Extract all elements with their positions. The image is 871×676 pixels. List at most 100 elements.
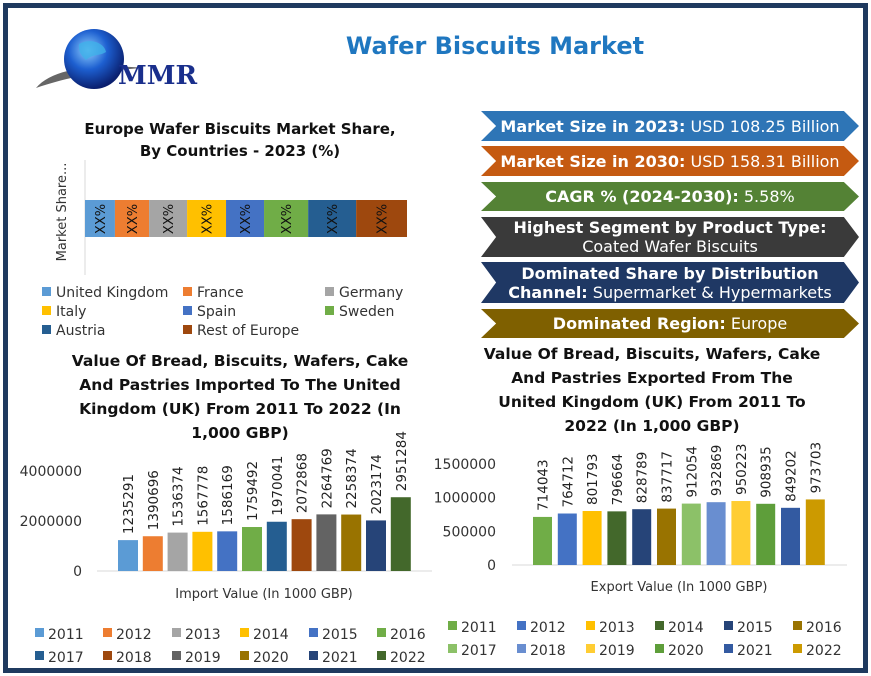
- legend-swatch: [325, 306, 334, 315]
- data-label: XX%: [376, 204, 391, 234]
- bar: [657, 508, 676, 565]
- x-axis-label: Export Value (In 1000 GBP): [591, 580, 768, 595]
- legend-swatch: [517, 644, 526, 653]
- legend-swatch: [35, 628, 44, 637]
- bar: [217, 531, 238, 571]
- data-label: 1586169: [220, 465, 236, 525]
- bar: [142, 536, 163, 571]
- legend-label: 2019: [185, 650, 221, 666]
- data-label: 908935: [759, 446, 775, 498]
- bar: [291, 519, 312, 571]
- legend-swatch: [240, 651, 249, 660]
- data-label: 1567778: [195, 466, 211, 526]
- banner-label: Highest Segment by Product Type:: [513, 218, 827, 237]
- banner-label: CAGR % (2024-2030):: [545, 187, 739, 206]
- data-label: XX%: [201, 204, 216, 234]
- bar: [316, 514, 337, 571]
- bar-segment: [149, 200, 188, 237]
- mmr-logo: MMR: [36, 29, 198, 91]
- bar: [731, 501, 751, 565]
- banner-value: Coated Wafer Biscuits: [582, 237, 758, 256]
- bar: [167, 532, 188, 571]
- chart-title: United Kingdom (UK) From 2011 To: [498, 393, 805, 411]
- legend-swatch: [517, 621, 526, 630]
- legend-swatch: [183, 306, 192, 315]
- legend-label: 2011: [461, 620, 497, 636]
- legend-swatch: [377, 651, 386, 660]
- data-label: 801793: [585, 453, 601, 505]
- legend-swatch: [655, 644, 664, 653]
- legend-label: 2022: [806, 643, 842, 659]
- bar: [681, 503, 701, 565]
- banner-label: Market Size in 2023:: [500, 116, 686, 136]
- data-label: 796664: [610, 454, 626, 506]
- bar-segment: [114, 200, 150, 237]
- legend-label: 2020: [253, 650, 289, 666]
- legend-label: 2016: [806, 620, 842, 636]
- banner-label: Dominated Share by Distribution: [521, 263, 819, 283]
- legend-label: Italy: [56, 304, 86, 320]
- data-label: 2258374: [344, 448, 360, 508]
- legend-label: 2019: [599, 643, 635, 659]
- y-tick-label: 2000000: [20, 514, 82, 530]
- data-label: 1759492: [245, 461, 261, 521]
- legend-label: Spain: [197, 304, 236, 320]
- bar: [706, 502, 726, 565]
- chart-title: Kingdom (UK) From 2011 To 2022 (In: [79, 400, 401, 418]
- bar-segment: [308, 200, 357, 237]
- bar: [781, 507, 800, 565]
- legend-label: 2012: [116, 627, 152, 643]
- bar-segment: [356, 200, 407, 237]
- data-label: 1970041: [270, 456, 286, 516]
- banner-label: Dominated Region:: [552, 314, 726, 333]
- legend-label: 2014: [668, 620, 704, 636]
- data-label: 828789: [635, 452, 651, 504]
- legend-swatch: [793, 644, 802, 653]
- legend-label: 2013: [185, 627, 221, 643]
- infographic-frame: [3, 3, 868, 673]
- legend-label: 2018: [116, 650, 152, 666]
- svg-text:MMR: MMR: [118, 61, 198, 91]
- data-label: 1390696: [146, 470, 162, 530]
- legend-swatch: [793, 621, 802, 630]
- bar: [533, 516, 552, 565]
- legend-label: 2015: [737, 620, 773, 636]
- legend-swatch: [183, 325, 192, 334]
- data-label: 849202: [784, 450, 800, 502]
- stat-banner: CAGR % (2024-2030): 5.58%: [481, 182, 859, 211]
- data-label: 1536374: [171, 466, 187, 526]
- y-tick-label: 4000000: [20, 464, 82, 480]
- legend-label: 2016: [390, 627, 426, 643]
- x-axis-label: Import Value (In 1000 GBP): [175, 587, 353, 602]
- legend-swatch: [172, 651, 181, 660]
- legend-swatch: [448, 621, 457, 630]
- stat-banner: Market Size in 2030: USD 158.31 Billion: [481, 146, 859, 176]
- chart-title: By Countries - 2023 (%): [140, 142, 340, 160]
- data-label: 2023174: [369, 454, 385, 514]
- legend-swatch: [448, 644, 457, 653]
- stat-banner: Dominated Region: Europe: [481, 309, 859, 338]
- bar-segment: [85, 200, 115, 237]
- banner-value: USD 108.25 Billion: [690, 116, 840, 136]
- chart-title: 2022 (In 1,000 GBP): [564, 417, 739, 435]
- legend-swatch: [172, 628, 181, 637]
- legend-swatch: [309, 651, 318, 660]
- data-label: XX%: [94, 204, 109, 234]
- y-tick-label: 0: [73, 564, 82, 580]
- bar: [366, 520, 386, 571]
- data-label: XX%: [239, 204, 254, 234]
- legend-swatch: [586, 644, 595, 653]
- legend-swatch: [724, 644, 733, 653]
- bar: [192, 531, 213, 571]
- data-label: 2951284: [394, 431, 410, 491]
- chart-title: And Pastries Imported To The United: [79, 376, 400, 394]
- legend-swatch: [377, 628, 386, 637]
- bar: [266, 521, 287, 571]
- legend-label: 2021: [322, 650, 358, 666]
- banner-value: 5.58%: [743, 187, 795, 206]
- data-label: 1235291: [121, 474, 137, 534]
- legend-label: 2015: [322, 627, 358, 643]
- legend-label: 2020: [668, 643, 704, 659]
- data-label: 714043: [536, 459, 552, 511]
